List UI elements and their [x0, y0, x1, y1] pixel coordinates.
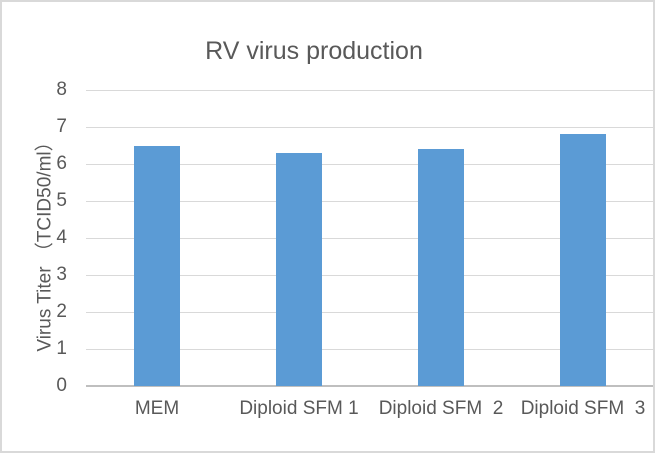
horizontal-gridline — [86, 312, 653, 313]
horizontal-gridline — [86, 275, 653, 276]
horizontal-gridline — [86, 90, 653, 91]
y-tick-label-6: 6 — [56, 153, 67, 174]
horizontal-gridline — [86, 127, 653, 128]
x-category-label-diploid-sfm-2: Diploid SFM 2 — [378, 398, 504, 419]
plot-area — [86, 90, 653, 387]
horizontal-gridline — [86, 201, 653, 202]
horizontal-gridline — [86, 349, 653, 350]
y-tick-label-5: 5 — [56, 190, 67, 211]
horizontal-gridline — [86, 238, 653, 239]
y-tick-label-4: 4 — [56, 227, 67, 248]
x-axis-line — [86, 385, 653, 387]
bar-mem — [134, 145, 180, 386]
x-category-label-diploid-sfm-3: Diploid SFM 3 — [520, 398, 646, 419]
bar-diploid-sfm-2 — [418, 149, 464, 386]
y-tick-label-8: 8 — [56, 79, 67, 100]
y-tick-label-1: 1 — [56, 338, 67, 359]
chart-title: RV virus production — [205, 37, 423, 65]
x-category-label-mem: MEM — [134, 398, 180, 419]
horizontal-gridline — [86, 164, 653, 165]
y-tick-label-7: 7 — [56, 116, 67, 137]
bar-diploid-sfm-1 — [276, 152, 322, 386]
x-category-label-diploid-sfm-1: Diploid SFM 1 — [239, 398, 359, 419]
y-tick-label-3: 3 — [56, 264, 67, 285]
bar-diploid-sfm-3 — [560, 134, 606, 386]
y-tick-label-0: 0 — [56, 375, 67, 396]
y-tick-label-2: 2 — [56, 301, 67, 322]
